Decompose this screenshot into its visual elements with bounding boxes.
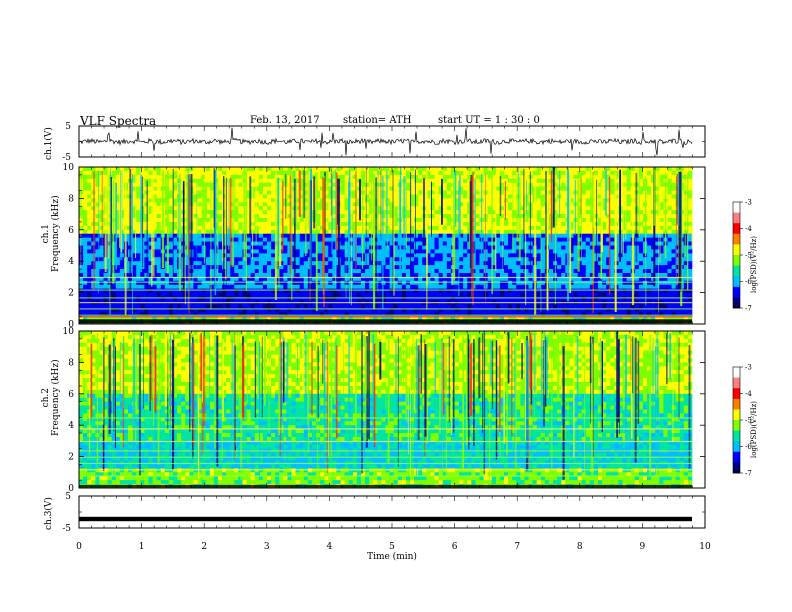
ch2-colorbar-tick: -7: [745, 470, 752, 478]
xaxis-tick: 6: [452, 542, 458, 552]
chart-title: VLF Spectra: [80, 114, 157, 128]
ch1-colorbar-label: log(PSD)(V²/Hz): [750, 236, 758, 293]
ch2-colorbar-tick: -5: [745, 417, 752, 425]
ch2-colorbar-tick: -3: [745, 364, 752, 372]
ch2-spectrogram-ytick: 6: [68, 390, 74, 400]
xaxis-tick: 8: [577, 542, 583, 552]
ch1-colorbar-tick: -7: [745, 305, 752, 313]
ch3-waveform-panel: 5 -5: [62, 492, 706, 534]
ch1-waveform-panel-ytick: 5: [65, 122, 71, 132]
xaxis-tick: 0: [76, 542, 82, 552]
xaxis-tick: 9: [640, 542, 646, 552]
ch3-waveform-panel-ytick: -5: [62, 524, 71, 534]
ch1-spec-ylabel-text: ch.1 Frequency (kHz): [41, 195, 61, 272]
ch2-spec-ylabel-text: ch.2 Frequency (kHz): [41, 359, 61, 436]
ch1-colorbar-tick: -4: [745, 225, 752, 233]
ch2-spectrogram-ytick: 10: [63, 327, 75, 337]
ch1-spectrogram-ytick: 8: [68, 194, 74, 204]
ch3-waveform-panel-ytick: 5: [65, 492, 71, 502]
ch2-spectrogram: [79, 331, 693, 489]
ch1-spectrogram: [79, 167, 693, 325]
ch1-ylabel: ch.1(V): [44, 127, 54, 160]
ch2-spectrogram-ytick: 8: [68, 358, 74, 368]
xaxis-tick: 3: [264, 542, 270, 552]
xaxis-tick: 10: [699, 542, 711, 552]
ch1-spectrogram-ytick: 4: [68, 257, 74, 267]
ch2-colorbar-tick: -6: [745, 443, 752, 451]
ch1-waveform-panel-ytick: -5: [62, 153, 71, 163]
station-label: station= ATH: [343, 115, 412, 126]
ch1-spec-ylabel: ch.1 Frequency (kHz): [41, 195, 61, 272]
ch2-spectrogram-ytick: 2: [68, 453, 74, 463]
ch1-colorbar-tick: -3: [745, 199, 752, 207]
xaxis-tick: 5: [389, 542, 395, 552]
xaxis-tick: 2: [201, 542, 207, 552]
ch1-spectrogram-ytick: 6: [68, 226, 74, 236]
xaxis-tick: 7: [514, 542, 520, 552]
ch1-colorbar: -3 -4 -5 -6 -7 log(PSD)(V²/Hz): [732, 199, 758, 313]
ch1-spectrogram-ytick: 2: [68, 289, 74, 299]
ch1-colorbar-tick: -5: [745, 252, 752, 260]
xaxis-tick: 4: [327, 542, 333, 552]
xaxis-label: Time (min): [367, 551, 417, 562]
ch2-colorbar: -3 -4 -5 -6 -7 log(PSD)(V²/Hz): [732, 364, 758, 478]
date-label: Feb. 13, 2017: [250, 115, 320, 126]
ch1-waveform-panel-trace: [78, 127, 693, 156]
ch1-spectrogram-ytick: 10: [63, 163, 75, 173]
ch2-spectrogram-ytick: 4: [68, 421, 74, 431]
ch2-spectrogram-ytick: 0: [68, 484, 74, 494]
ch2-colorbar-label: log(PSD)(V²/Hz): [750, 401, 758, 458]
ch2-colorbar-tick: -4: [745, 390, 752, 398]
ch1-colorbar-tick: -6: [745, 278, 752, 286]
ch3-ylabel: ch.3(V): [44, 497, 54, 530]
ch3-waveform-panel-trace: [79, 516, 692, 522]
ch1-spectrogram-ytick: 0: [68, 320, 74, 330]
ch1-waveform-panel: 5 -5: [62, 122, 706, 163]
ch2-spec-ylabel: ch.2 Frequency (kHz): [41, 359, 61, 436]
start-time-label: start UT = 1 : 30 : 0: [438, 115, 540, 126]
xaxis-tick: 1: [139, 542, 145, 552]
